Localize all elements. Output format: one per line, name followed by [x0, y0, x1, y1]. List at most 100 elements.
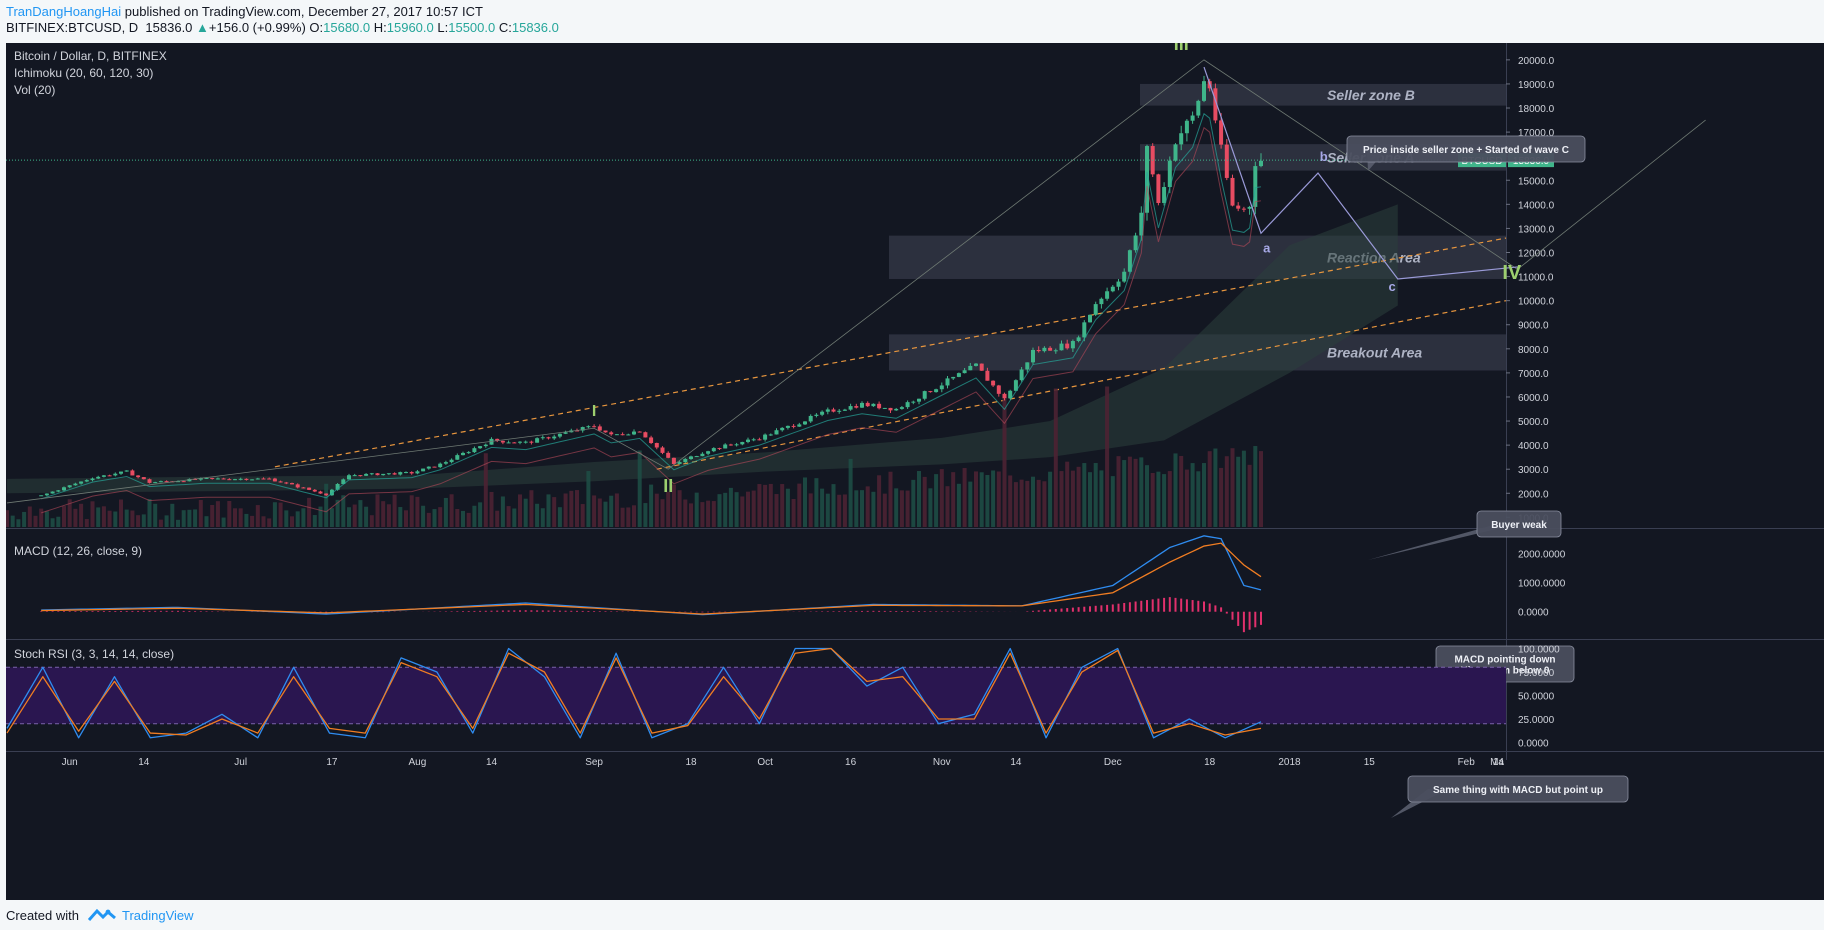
candle-body	[278, 481, 283, 483]
price-change: +156.0 (+0.99%)	[208, 20, 306, 35]
volume-bar	[575, 490, 579, 527]
price-axis-label: 9000.0	[1518, 321, 1549, 332]
candle-body	[837, 410, 842, 412]
candle-body	[312, 489, 317, 492]
price-axis-label: 14000.0	[1518, 200, 1555, 211]
zone-label: Seller zone B	[1327, 87, 1415, 103]
chart-canvas[interactable]: 1000.02000.03000.04000.05000.06000.07000…	[6, 43, 1824, 900]
volume-bar	[250, 515, 255, 527]
date-axis-label: Jul	[234, 757, 247, 768]
candle-body	[1236, 205, 1241, 209]
volume-bar	[1145, 465, 1149, 527]
candle-body	[985, 370, 990, 381]
candle-body	[62, 487, 66, 491]
candle-body	[176, 481, 180, 483]
volume-bar	[67, 499, 72, 527]
volume-bar	[1042, 481, 1047, 527]
candle-body	[1156, 174, 1161, 203]
volume-bar	[335, 499, 340, 527]
volume-bar	[626, 507, 631, 527]
candle-body	[39, 495, 44, 497]
candle-body	[250, 479, 255, 481]
candle-body	[1133, 235, 1138, 251]
author-link[interactable]: TranDangHoangHai	[6, 4, 122, 19]
volume-bar	[1053, 388, 1058, 527]
candle-body	[575, 430, 579, 432]
volume-bar	[1173, 453, 1178, 527]
volume-bar	[267, 518, 272, 527]
volume-bar	[689, 503, 693, 527]
candle-body	[899, 407, 904, 409]
candle-body	[119, 471, 123, 474]
volume-bar	[654, 493, 659, 527]
candle-body	[1093, 304, 1098, 315]
volume-bar	[404, 510, 408, 527]
macd-pane-title: MACD (12, 26, close, 9)	[14, 544, 142, 558]
candle-body	[386, 473, 391, 475]
volume-bar	[1190, 463, 1195, 527]
candle-body	[865, 402, 870, 407]
candle-body	[626, 434, 631, 436]
volume-bar	[557, 507, 562, 527]
candle-body	[882, 407, 887, 409]
volume-bar	[717, 494, 722, 527]
volume-bar	[671, 484, 676, 527]
date-axis-label: Feb	[1458, 757, 1476, 768]
volume-bar	[329, 508, 334, 527]
date-axis-label: 14	[1010, 757, 1022, 768]
candle-body	[364, 473, 369, 476]
candle-body	[489, 438, 494, 445]
volume-bar	[848, 458, 853, 527]
wave-label: I	[592, 403, 596, 420]
volume-bar	[1241, 450, 1246, 527]
macd-series-macd	[41, 535, 1262, 616]
candle-body	[689, 456, 693, 460]
chart-area[interactable]: 1000.02000.03000.04000.05000.06000.07000…	[6, 43, 1824, 900]
candle-body	[1042, 347, 1047, 352]
candle-body	[939, 385, 944, 390]
volume-bar	[1059, 471, 1064, 527]
volume-bar	[489, 491, 494, 527]
volume-bar	[603, 501, 608, 527]
date-axis-label: Nov	[933, 757, 951, 768]
candle-body	[962, 370, 967, 374]
candle-body	[683, 459, 688, 463]
candle-body	[1127, 250, 1132, 272]
candle-body	[934, 389, 939, 393]
candle-body	[432, 466, 437, 468]
volume-bar	[820, 488, 825, 527]
volume-bar	[1247, 464, 1252, 527]
volume-bar	[16, 519, 21, 527]
candle-body	[1048, 347, 1053, 351]
candle-body	[1213, 88, 1218, 121]
candle-body	[751, 439, 756, 441]
volume-bar	[854, 490, 859, 527]
tradingview-link[interactable]: TradingView	[122, 908, 194, 923]
volume-bar	[193, 509, 198, 527]
candle-body	[694, 456, 699, 458]
candle-body	[968, 365, 973, 371]
candle-body	[860, 402, 864, 408]
candle-body	[871, 403, 876, 407]
candle-body	[649, 437, 654, 444]
candle-body	[318, 491, 323, 494]
candle-body	[654, 443, 659, 448]
candle-body	[495, 438, 500, 441]
tradingview-logo-icon[interactable]	[87, 907, 116, 926]
candle-body	[603, 430, 608, 433]
candle-body	[597, 426, 602, 431]
candle-body	[717, 448, 722, 450]
volume-bar	[27, 506, 32, 527]
wave-label: b	[1320, 149, 1328, 164]
buyer-weak-callout-text: Buyer weak	[1491, 520, 1547, 531]
candle-body	[443, 462, 448, 464]
volume-bar	[438, 507, 443, 527]
volume-bar	[392, 494, 397, 527]
ichimoku-legend: Ichimoku (20, 60, 120, 30)	[14, 66, 153, 80]
candle-body	[352, 475, 357, 477]
candle-body	[991, 380, 996, 386]
candle-body	[1059, 343, 1064, 351]
volume-bar	[1184, 469, 1189, 527]
volume-bar	[1008, 475, 1013, 527]
volume-bar	[1116, 456, 1121, 527]
